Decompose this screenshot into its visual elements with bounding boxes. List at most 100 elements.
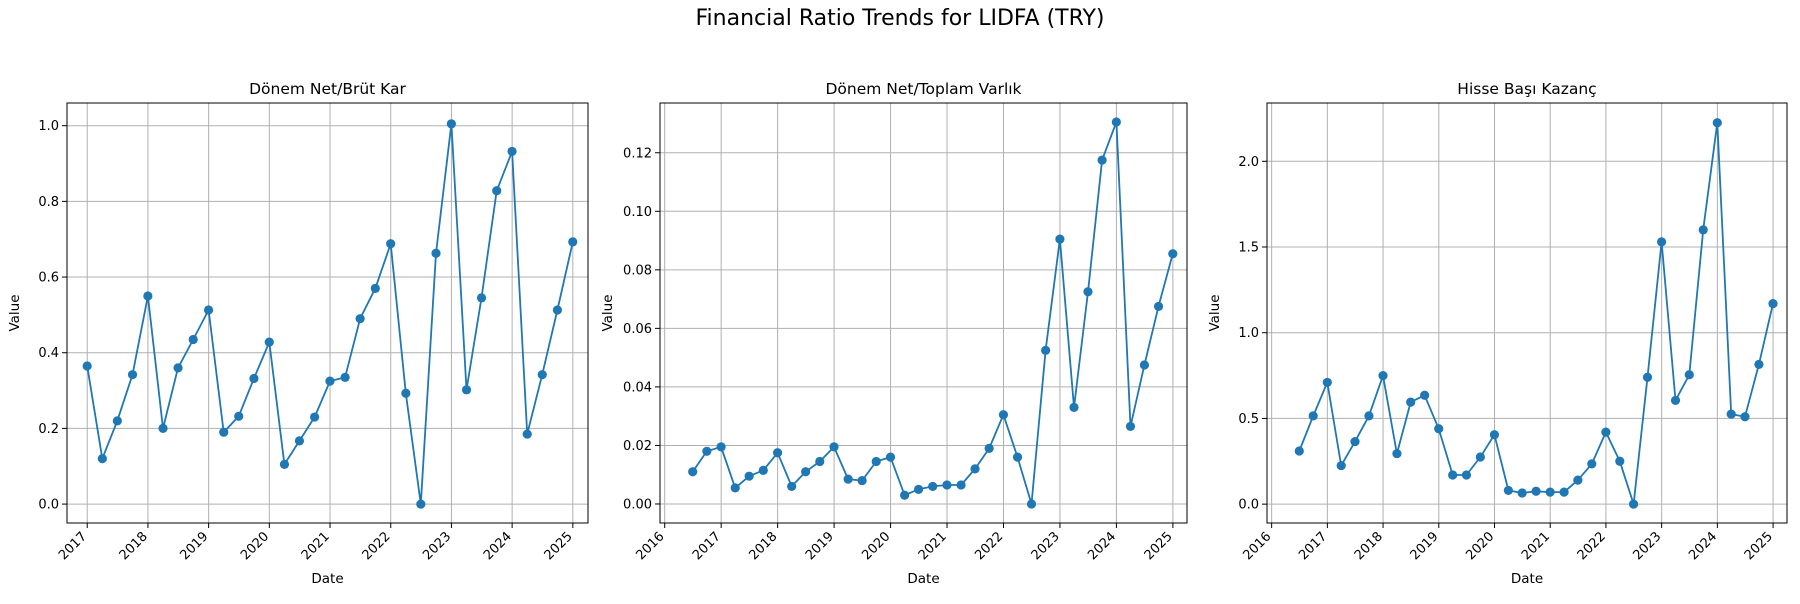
data-point	[913, 484, 924, 494]
x-tick-label: 2016	[1240, 529, 1274, 563]
data-point	[730, 483, 740, 493]
data-point	[942, 480, 952, 490]
data-point	[1111, 117, 1121, 127]
data-point	[1531, 486, 1541, 496]
y-tick-label: 1.0	[38, 119, 59, 134]
data-point	[1322, 377, 1332, 388]
data-point	[1055, 234, 1065, 244]
data-point	[492, 186, 502, 196]
data-point	[1294, 446, 1304, 456]
x-tick-label: 2018	[117, 529, 151, 563]
series-line	[691, 121, 1174, 505]
data-point	[1308, 411, 1318, 421]
data-point	[1545, 487, 1555, 497]
data-point	[1378, 370, 1388, 381]
data-point	[82, 361, 92, 371]
data-point	[401, 388, 411, 398]
data-point	[1125, 421, 1136, 432]
data-point	[688, 467, 698, 477]
x-tick-label: 2020	[238, 529, 272, 563]
data-point	[1684, 370, 1694, 380]
x-tick-label: 2025	[1742, 529, 1776, 563]
x-tick-label: 2025	[1142, 529, 1176, 563]
data-point	[871, 456, 881, 467]
x-tick-label: 2020	[1463, 529, 1497, 563]
data-point	[1392, 448, 1402, 459]
data-point	[970, 464, 980, 474]
y-tick-label: 0.12	[623, 146, 652, 161]
x-tick-label: 2021	[916, 529, 950, 563]
data-point	[1517, 488, 1527, 498]
data-point	[234, 411, 244, 421]
data-point	[264, 337, 274, 347]
data-point	[857, 475, 867, 486]
data-point	[143, 291, 153, 301]
data-point	[416, 499, 426, 509]
data-point	[1628, 499, 1639, 509]
data-point	[446, 119, 456, 129]
data-point	[537, 370, 547, 380]
figure-title: Financial Ratio Trends for LIDFA (TRY)	[695, 6, 1105, 31]
data-point	[219, 427, 229, 437]
data-point	[1420, 390, 1430, 400]
data-point	[956, 480, 966, 490]
data-point	[158, 423, 168, 434]
data-point	[998, 410, 1009, 420]
x-tick-label: 2023	[420, 529, 454, 563]
data-point	[1026, 499, 1037, 509]
data-point	[188, 334, 198, 345]
chart-title: Hisse Başı Kazanç	[1457, 80, 1596, 98]
data-point	[522, 429, 532, 439]
data-point	[1153, 301, 1164, 312]
data-point	[843, 474, 853, 484]
y-tick-label: 0.4	[38, 346, 59, 361]
y-tick-label: 0.8	[38, 195, 59, 210]
data-point	[1698, 225, 1708, 235]
data-point	[1573, 475, 1583, 485]
data-point	[716, 442, 726, 452]
x-tick-label: 2017	[1296, 529, 1330, 563]
y-tick-label: 0.0	[1238, 498, 1259, 513]
data-point	[1712, 118, 1722, 128]
y-tick-label: 0.0	[38, 498, 59, 513]
x-tick-label: 2020	[859, 529, 893, 563]
data-point	[294, 436, 305, 446]
data-point	[984, 443, 994, 453]
data-point	[1642, 372, 1653, 382]
chart-panel-2: 2016 2017 2018 2019 2020 2021 2022 2023 2024 2025…	[600, 80, 1188, 587]
data-point	[1768, 298, 1778, 309]
x-tick-label: 2021	[299, 529, 333, 563]
data-point	[431, 248, 441, 258]
x-tick-label: 2018	[746, 529, 780, 563]
y-tick-label: 0.04	[623, 380, 652, 395]
chart-title: Dönem Net/Brüt Kar	[249, 80, 406, 98]
data-point	[928, 481, 938, 492]
data-point	[127, 370, 138, 380]
y-tick-label: 0.2	[38, 422, 59, 437]
x-tick-label: 2023	[1630, 529, 1664, 563]
x-tick-label: 2022	[972, 529, 1006, 563]
data-point	[1559, 487, 1569, 497]
data-point	[507, 146, 517, 157]
data-point	[1336, 460, 1346, 471]
x-tick-label: 2019	[1408, 529, 1442, 563]
data-point	[355, 314, 365, 324]
x-tick-label: 2016	[634, 529, 668, 563]
data-point	[1726, 409, 1736, 419]
x-tick-label: 2019	[177, 529, 211, 563]
y-axis-label: Value	[7, 294, 23, 331]
x-tick-label: 2022	[360, 529, 394, 563]
data-point	[772, 448, 783, 458]
data-point	[1012, 452, 1023, 462]
x-tick-label: 2017	[56, 529, 90, 563]
data-point	[568, 237, 578, 247]
data-point	[203, 305, 214, 315]
y-tick-label: 0.00	[623, 497, 652, 512]
data-point	[97, 454, 107, 464]
data-point	[1139, 360, 1150, 370]
y-tick-label: 0.6	[38, 271, 59, 286]
data-point	[1503, 485, 1513, 496]
data-point	[1615, 456, 1625, 466]
